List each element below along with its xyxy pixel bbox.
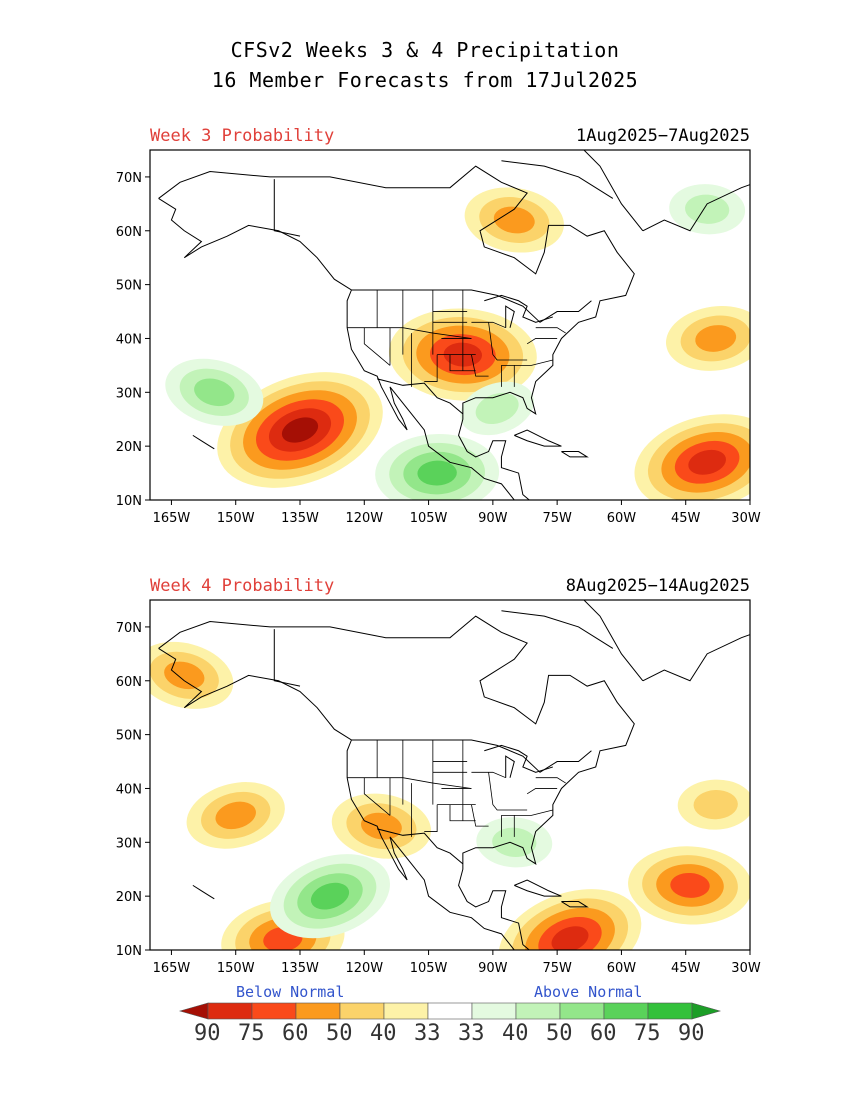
lon-tick-label: 30W xyxy=(731,511,761,526)
lon-tick-label: 60W xyxy=(607,511,637,526)
lat-tick-label: 40N xyxy=(116,782,142,797)
lat-tick-label: 60N xyxy=(116,225,142,240)
coastlines xyxy=(158,600,750,950)
lat-tick-label: 30N xyxy=(116,386,142,401)
lon-tick-label: 75W xyxy=(542,511,572,526)
lat-tick-label: 50N xyxy=(116,279,142,294)
below-normal-anomaly-north-atlantic-dry xyxy=(666,306,750,371)
legend-value: 40 xyxy=(370,1021,397,1046)
legend-arrow-left xyxy=(178,1002,209,1020)
above-normal-label: Above Normal xyxy=(534,983,643,1001)
legend-value: 60 xyxy=(282,1021,309,1046)
color-legend-bar xyxy=(178,1002,722,1020)
lat-tick-label: 70N xyxy=(116,171,142,186)
legend-value: 75 xyxy=(634,1021,661,1046)
week3-date-range: 1Aug2025−7Aug2025 xyxy=(576,126,750,146)
map-frame xyxy=(149,149,751,501)
week3-map: 70N 60N 50N 40N 30N 20N 10N 165W 150W 135W 120W 105… xyxy=(116,149,761,526)
map-frame xyxy=(149,599,751,951)
lon-tick-label: 45W xyxy=(671,511,701,526)
legend-swatch xyxy=(339,1002,385,1020)
lon-tick-label: 165W xyxy=(153,511,191,526)
legend-value: 33 xyxy=(414,1021,441,1046)
lon-tick-label: 75W xyxy=(542,961,572,976)
lon-tick-label: 150W xyxy=(217,961,255,976)
state-borders xyxy=(347,739,566,837)
below-normal-anomaly-mid-atlantic-dry xyxy=(677,779,750,830)
lat-tick-label: 40N xyxy=(116,332,142,347)
lon-tick-label: 60W xyxy=(607,961,637,976)
above-normal-anomaly-greenland-wet xyxy=(669,184,746,235)
lon-tick-label: 135W xyxy=(281,961,319,976)
legend-swatch xyxy=(427,1002,473,1020)
lon-tick-label: 45W xyxy=(671,961,701,976)
below-normal-anomaly-atlantic-dry xyxy=(628,846,750,925)
lat-tick-label: 50N xyxy=(116,729,142,744)
legend-value: 75 xyxy=(238,1021,265,1046)
lat-tick-label: 10N xyxy=(116,494,142,509)
lon-tick-label: 30W xyxy=(731,961,761,976)
lat-tick-label: 70N xyxy=(116,621,142,636)
legend-value: 50 xyxy=(326,1021,353,1046)
below-normal-anomaly-baja-dry xyxy=(331,793,432,859)
above-normal-anomaly-pacific-wet xyxy=(165,358,264,426)
lon-tick-label: 150W xyxy=(217,511,255,526)
lon-tick-label: 135W xyxy=(281,511,319,526)
lon-tick-label: 165W xyxy=(153,961,191,976)
above-normal-anomaly-pacific-wet xyxy=(270,854,390,939)
chart-subtitle: 16 Member Forecasts from 17Jul2025 xyxy=(211,68,639,92)
below-normal-anomaly-alaska-dry xyxy=(150,641,234,709)
lon-tick-label: 90W xyxy=(478,511,508,526)
legend-value: 90 xyxy=(678,1021,705,1046)
legend-swatch xyxy=(251,1002,297,1020)
lon-tick-label: 120W xyxy=(345,511,383,526)
week4-map: 70N 60N 50N 40N 30N 20N 10N 165W 150W 135W 120W 105… xyxy=(116,599,761,976)
below-normal-anomaly-pacific-dry xyxy=(186,782,285,849)
legend-value: 40 xyxy=(502,1021,529,1046)
legend-swatch xyxy=(295,1002,341,1020)
lon-tick-label: 105W xyxy=(410,961,448,976)
lat-tick-label: 30N xyxy=(116,836,142,851)
below-normal-anomaly-caribbean-dry xyxy=(498,889,642,950)
legend-value: 60 xyxy=(590,1021,617,1046)
week4-probability-label: Week 4 Probability xyxy=(150,576,335,596)
week3-probability-label: Week 3 Probability xyxy=(150,126,335,146)
legend-swatch xyxy=(603,1002,649,1020)
lon-tick-label: 105W xyxy=(410,511,448,526)
legend-value: 90 xyxy=(194,1021,221,1046)
lon-tick-label: 90W xyxy=(478,961,508,976)
lat-tick-label: 20N xyxy=(116,440,142,455)
legend-value: 33 xyxy=(458,1021,485,1046)
lat-tick-label: 60N xyxy=(116,675,142,690)
below-normal-label: Below Normal xyxy=(236,983,345,1001)
above-normal-anomaly-mexico-wet xyxy=(375,434,500,500)
week4-date-range: 8Aug2025−14Aug2025 xyxy=(565,576,750,596)
legend-swatch xyxy=(207,1002,253,1020)
lat-tick-label: 10N xyxy=(116,944,142,959)
lon-tick-label: 120W xyxy=(345,961,383,976)
legend-value: 50 xyxy=(546,1021,573,1046)
legend-swatch xyxy=(559,1002,605,1020)
legend-arrow-right xyxy=(691,1002,722,1020)
below-normal-anomaly-atlantic-dry-band xyxy=(634,414,750,500)
below-normal-anomaly-hudson-bay-dry xyxy=(464,187,564,253)
legend-swatch xyxy=(647,1002,693,1020)
coastlines xyxy=(158,150,750,500)
legend-swatch xyxy=(471,1002,517,1020)
legend-swatch xyxy=(383,1002,429,1020)
lat-tick-label: 20N xyxy=(116,890,142,905)
chart-title: CFSv2 Weeks 3 & 4 Precipitation xyxy=(230,38,620,62)
legend-swatch xyxy=(515,1002,561,1020)
state-borders xyxy=(347,289,566,387)
